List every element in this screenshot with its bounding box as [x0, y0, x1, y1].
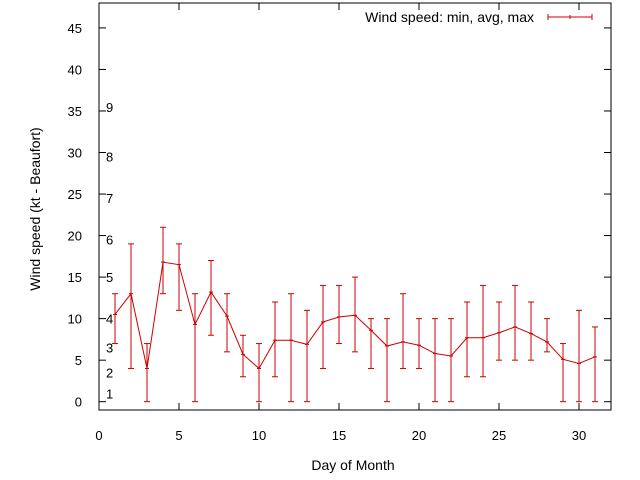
x-tick-label: 15: [332, 428, 346, 443]
y-tick-label: 35: [68, 104, 82, 119]
beaufort-label: 2: [106, 366, 113, 381]
x-tick-label: 5: [175, 428, 182, 443]
beaufort-label: 6: [106, 233, 113, 248]
x-axis-label: Day of Month: [311, 457, 394, 473]
y-tick-label: 10: [68, 312, 82, 327]
y-axis-label: Wind speed (kt - Beaufort): [27, 127, 43, 290]
beaufort-label: 1: [106, 386, 113, 401]
beaufort-label: 3: [106, 341, 113, 356]
beaufort-label: 8: [106, 150, 113, 165]
x-tick-label: 10: [252, 428, 266, 443]
plot-frame: [98, 2, 612, 411]
y-tick-label: 30: [68, 146, 82, 161]
y-tick-label: 5: [75, 353, 82, 368]
beaufort-label: 4: [106, 312, 113, 327]
x-tick-label: 30: [572, 428, 586, 443]
legend: Wind speed: min, avg, max: [365, 9, 593, 25]
y-tick-label: 45: [68, 21, 82, 36]
series-layer: [112, 226, 598, 403]
y-tick-label: 15: [68, 270, 82, 285]
y-tick-label: 20: [68, 229, 82, 244]
axis-ticks: [98, 3, 611, 410]
x-tick-label: 20: [412, 428, 426, 443]
beaufort-label: 9: [106, 100, 113, 115]
beaufort-label: 7: [106, 191, 113, 206]
y-tick-label: 0: [75, 395, 82, 410]
y-tick-label: 40: [68, 62, 82, 77]
x-tick-label: 0: [95, 428, 102, 443]
y-tick-label: 25: [68, 187, 82, 202]
legend-label: Wind speed: min, avg, max: [365, 9, 534, 25]
beaufort-scale: 1 2 3 4 5 6 7 8 9: [106, 100, 113, 402]
legend-key: [547, 14, 593, 20]
beaufort-label: 5: [106, 270, 113, 285]
x-tick-label: 25: [492, 428, 506, 443]
